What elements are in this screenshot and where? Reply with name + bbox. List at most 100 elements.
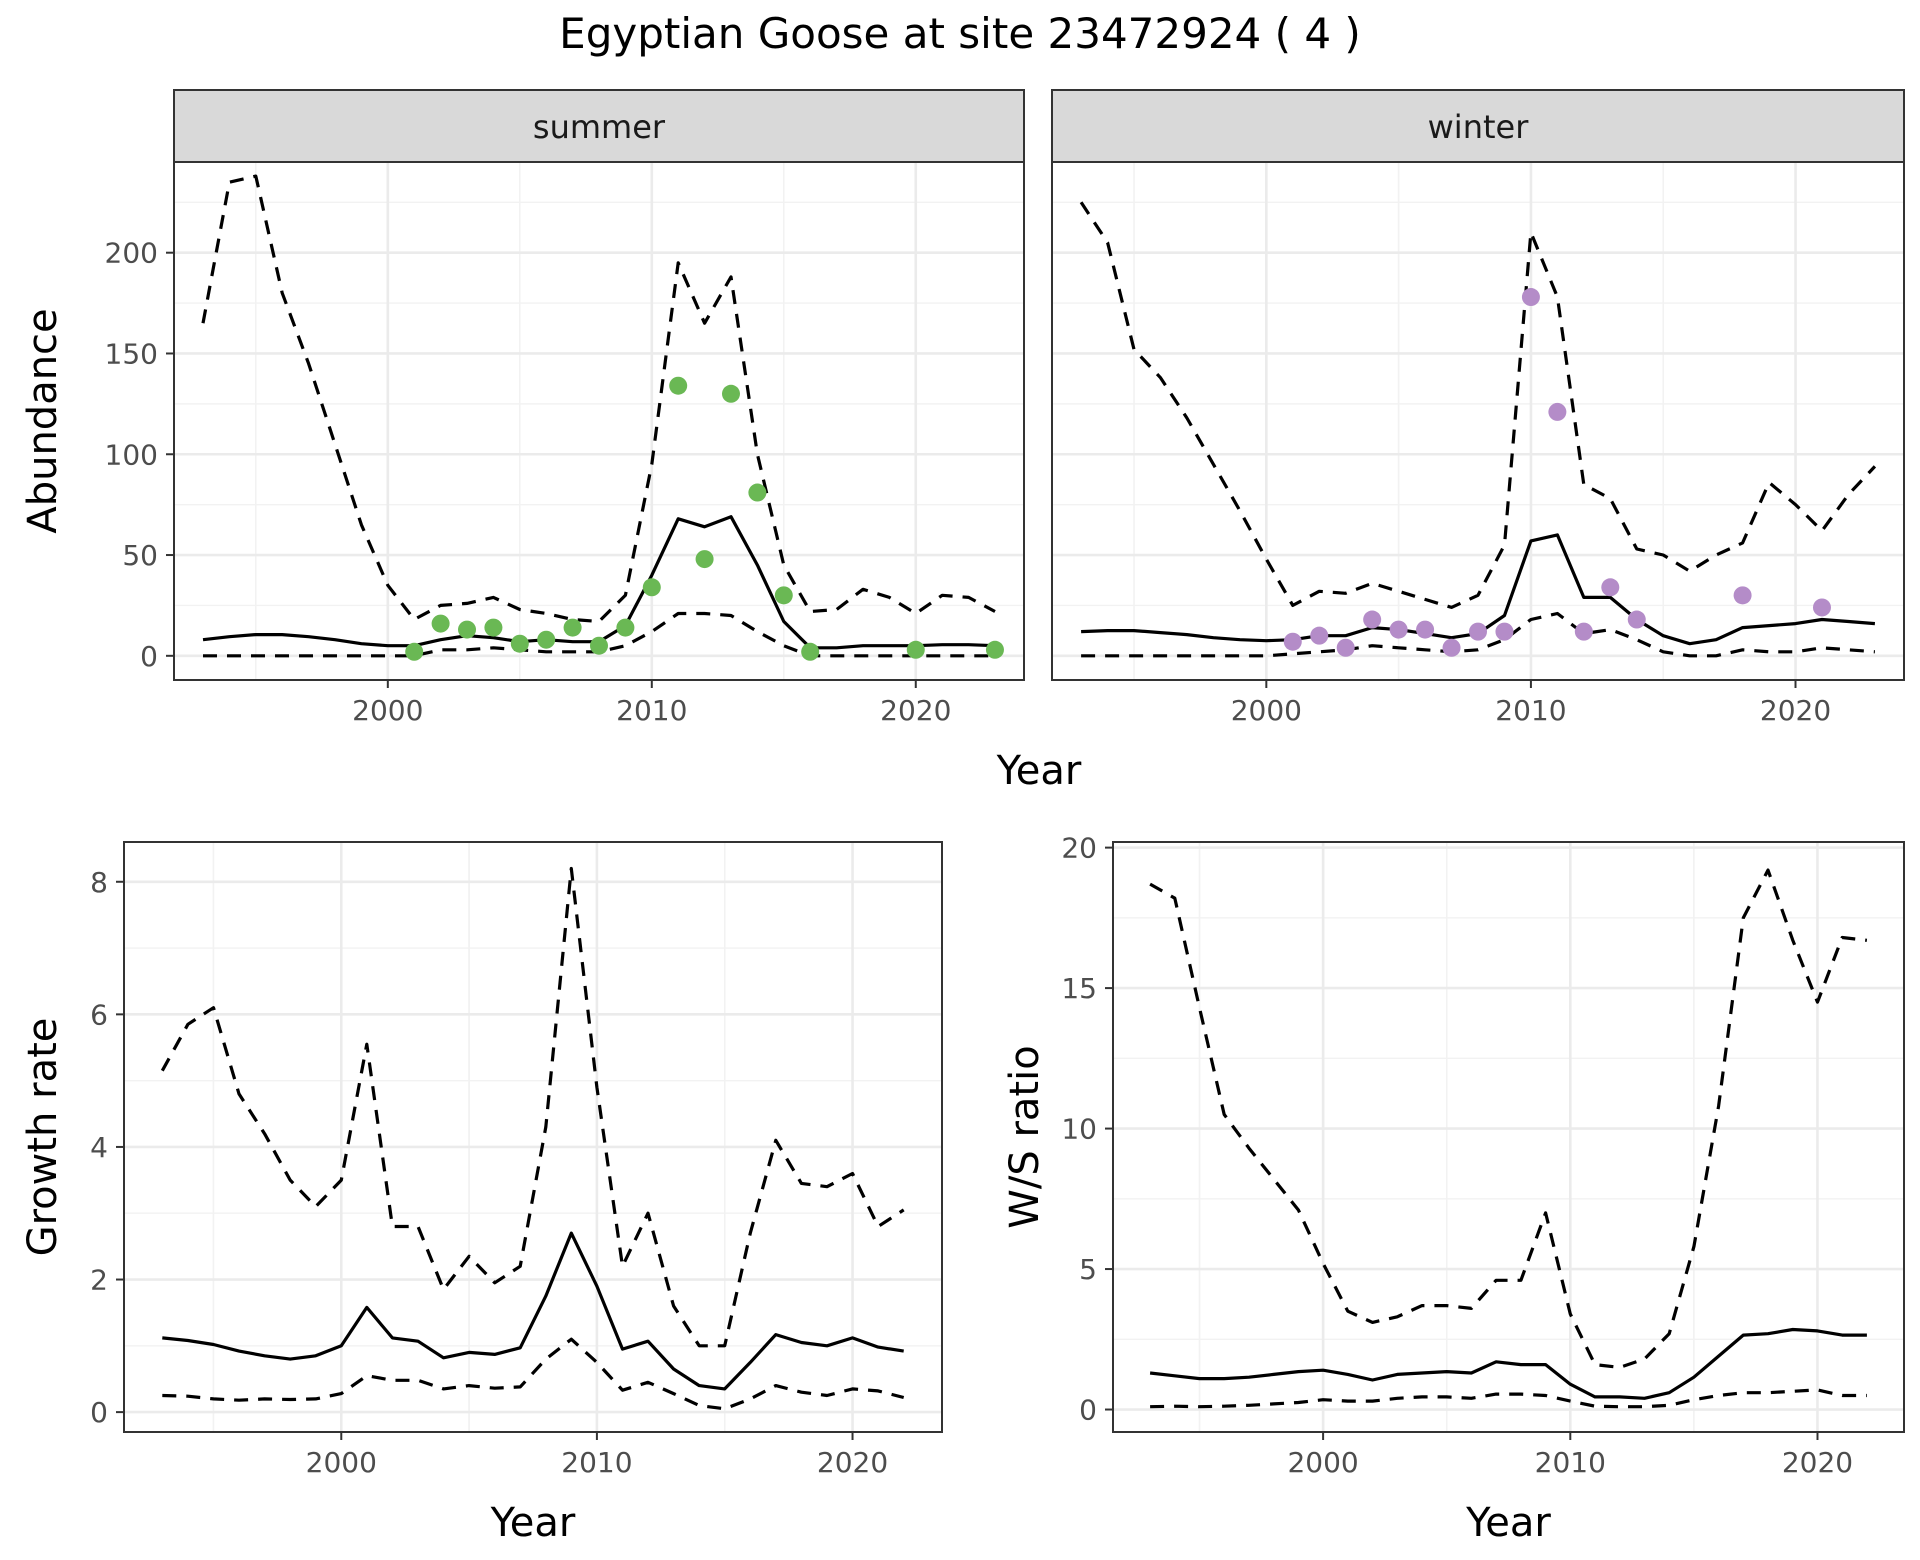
summer-x-tick-label: 2000 — [352, 694, 423, 727]
ratio-y-tick-label: 10 — [1061, 1113, 1097, 1146]
winter-x-tick-label: 2010 — [1495, 694, 1566, 727]
growth-mean-line — [162, 1231, 904, 1391]
ratio-x-tick-label: 2010 — [1535, 1446, 1606, 1479]
winter-observed-point — [1363, 610, 1382, 629]
growth-y-tick-label: 4 — [90, 1131, 108, 1164]
winter-observed-point — [1812, 598, 1831, 617]
summer-observed-point — [431, 614, 450, 633]
winter-observed-point — [1469, 622, 1487, 641]
ratio-plot-area: 2000 2010 2020 0 5 10 15 20 W/S ratio Year — [1002, 832, 1905, 1546]
growth-x-tick-label: 2000 — [306, 1446, 377, 1479]
winter-strip — [1051, 89, 1905, 163]
winter-observed-point — [1283, 632, 1302, 651]
winter-observed-point — [1442, 638, 1461, 657]
winter-observed-point — [1733, 586, 1752, 605]
ratio-y-tick-label: 5 — [1079, 1253, 1097, 1286]
summer-observed-point — [801, 642, 820, 661]
winter-observed-point — [1627, 610, 1646, 629]
summer-y-tick-label: 50 — [122, 539, 158, 572]
ratio-panel-border — [1112, 841, 1905, 1433]
winter-plot-area: 2000 2010 2020 — [1051, 161, 1905, 727]
summer-strip — [173, 89, 1025, 163]
ratio-mean-line — [1149, 1327, 1867, 1400]
summer-observed-point — [616, 618, 635, 637]
ratio-x-tick-label: 2020 — [1782, 1446, 1853, 1479]
ratio-y-tick-label: 20 — [1061, 832, 1097, 865]
summer-y-axis-title: Abundance — [20, 308, 66, 533]
ratio-upper-line — [1149, 868, 1868, 1370]
winter-observed-points — [1283, 288, 1831, 657]
growth-y-axis-title: Growth rate — [20, 1018, 66, 1257]
summer-y-tick-label: 200 — [105, 237, 158, 270]
summer-strip-label: summer — [533, 108, 666, 146]
summer-y-tick-label: 0 — [140, 640, 158, 673]
growth-y-tick-label: 0 — [90, 1396, 108, 1429]
summer-observed-point — [748, 483, 767, 502]
summer-x-tick-label: 2020 — [880, 694, 951, 727]
summer-upper-line — [201, 174, 996, 624]
summer-plot-area: 2000 2010 2020 0 50 100 150 200 Abundance — [20, 161, 1025, 727]
abundance-x-axis-title: Year — [996, 748, 1082, 794]
summer-observed-point — [484, 618, 503, 637]
figure-title: Egyptian Goose at site 23472924 ( 4 ) — [559, 9, 1361, 58]
winter-abundance-panel: winter 2000 2010 2020 — [1051, 89, 1905, 727]
summer-observed-point — [510, 634, 529, 653]
growth-y-tick-label: 8 — [90, 866, 108, 899]
winter-observed-point — [1521, 288, 1540, 307]
winter-gridlines — [1052, 162, 1904, 680]
growth-x-tick-label: 2020 — [817, 1446, 888, 1479]
summer-panel-border — [173, 161, 1025, 681]
winter-observed-point — [1601, 578, 1620, 597]
ratio-panel-background — [1112, 841, 1905, 1433]
winter-observed-point — [1416, 620, 1435, 639]
ratio-x-axis-title: Year — [1465, 1500, 1551, 1546]
summer-observed-point — [458, 620, 477, 639]
winter-observed-point — [1389, 620, 1408, 639]
winter-lower-line — [1081, 611, 1876, 658]
summer-observed-point — [721, 384, 740, 403]
growth-panel-border — [123, 841, 943, 1433]
growth-lower-line — [162, 1337, 905, 1411]
growth-y-tick-label: 2 — [90, 1264, 108, 1297]
ratio-x-tick-label: 2000 — [1287, 1446, 1358, 1479]
summer-abundance-panel: summer 2000 2010 2020 0 50 100 150 200 Abundance — [20, 89, 1025, 727]
growth-x-tick-label: 2010 — [561, 1446, 632, 1479]
growth-x-axis-title: Year — [490, 1500, 576, 1546]
ws-ratio-panel: 2000 2010 2020 0 5 10 15 20 W/S ratio Year — [1002, 832, 1905, 1546]
winter-observed-point — [1310, 626, 1329, 645]
ratio-y-tick-label: 15 — [1061, 972, 1097, 1005]
growth-plot-area: 2000 2010 2020 0 2 4 6 8 Growth rate Year — [20, 841, 943, 1546]
summer-observed-point — [774, 586, 793, 605]
winter-strip-label: winter — [1428, 108, 1530, 146]
summer-observed-point — [642, 578, 661, 597]
winter-upper-line — [1079, 201, 1877, 610]
growth-panel-background — [123, 841, 943, 1433]
summer-observed-points — [405, 376, 1004, 661]
summer-observed-point — [985, 640, 1004, 659]
growth-upper-line — [160, 866, 905, 1348]
growth-rate-panel: 2000 2010 2020 0 2 4 6 8 Growth rate Year — [20, 841, 943, 1546]
ratio-y-axis-title: W/S ratio — [1002, 1045, 1048, 1228]
winter-observed-point — [1495, 622, 1514, 641]
summer-observed-point — [537, 630, 556, 649]
ratio-y-tick-label: 0 — [1079, 1394, 1097, 1427]
winter-x-tick-label: 2000 — [1231, 694, 1302, 727]
summer-observed-point — [405, 642, 424, 661]
winter-x-tick-label: 2020 — [1760, 694, 1831, 727]
summer-x-tick-label: 2010 — [616, 694, 687, 727]
summer-observed-point — [695, 550, 714, 569]
summer-observed-point — [669, 376, 688, 395]
growth-y-tick-label: 6 — [90, 998, 108, 1031]
ratio-gridlines — [1113, 842, 1904, 1432]
summer-observed-point — [563, 618, 582, 637]
winter-observed-point — [1336, 638, 1355, 657]
growth-gridlines — [124, 842, 942, 1432]
summer-panel-background — [173, 161, 1025, 681]
winter-panel-border — [1051, 161, 1905, 681]
summer-y-tick-label: 100 — [105, 438, 158, 471]
winter-observed-point — [1574, 622, 1593, 641]
summer-observed-point — [906, 640, 925, 659]
summer-observed-point — [590, 636, 608, 655]
summer-y-tick-label: 150 — [105, 337, 158, 370]
